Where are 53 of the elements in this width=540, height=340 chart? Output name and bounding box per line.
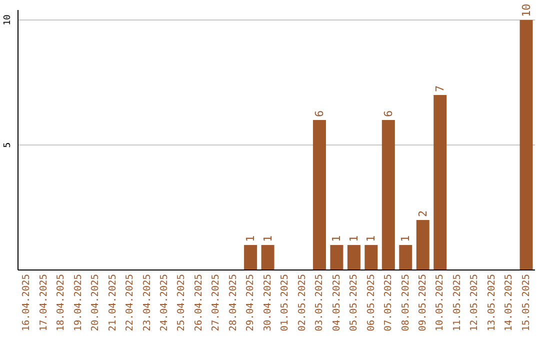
x-tick-label: 09.05.2025	[417, 274, 428, 332]
data-label: 6	[312, 110, 326, 117]
x-tick-label: 26.04.2025	[193, 274, 204, 332]
data-label: 1	[244, 235, 258, 242]
x-tick-label: 20.04.2025	[90, 274, 102, 332]
x-tick-label: 13.05.2025	[486, 274, 498, 332]
bar	[312, 120, 326, 270]
x-tick-label: 06.05.2025	[366, 274, 377, 332]
x-tick-label: 22.04.2025	[124, 274, 136, 332]
bar	[399, 245, 412, 270]
bar	[434, 95, 447, 270]
x-tick-label: 29.04.2025	[245, 274, 256, 332]
data-label: 1	[330, 235, 344, 242]
x-tick-label: 30.04.2025	[262, 274, 274, 332]
y-tick-label: 5	[3, 142, 13, 148]
x-tick-label: 07.05.2025	[383, 274, 394, 332]
bar	[382, 120, 395, 270]
data-label: 6	[382, 110, 395, 117]
x-tick-label: 19.04.2025	[72, 274, 84, 332]
x-tick-label: 15.05.2025	[520, 274, 532, 332]
bar	[244, 245, 258, 270]
bar	[364, 245, 378, 270]
x-tick-label: 01.05.2025	[280, 274, 291, 332]
x-tick-label: 28.04.2025	[228, 274, 239, 332]
data-label: 1	[261, 235, 274, 242]
data-label: 1	[347, 235, 360, 242]
x-tick-label: 25.04.2025	[176, 274, 188, 332]
x-tick-label: 14.05.2025	[504, 274, 515, 332]
data-label: 10	[520, 4, 533, 17]
x-tick-label: 18.04.2025	[56, 274, 67, 332]
bar	[520, 20, 533, 270]
x-tick-label: 04.05.2025	[331, 274, 342, 332]
data-label: 1	[399, 235, 412, 242]
x-tick-label: 21.04.2025	[107, 274, 118, 332]
x-tick-label: 16.04.2025	[21, 274, 32, 332]
bar	[416, 220, 430, 270]
bar	[347, 245, 360, 270]
data-label: 1	[364, 235, 378, 242]
x-tick-label: 10.05.2025	[434, 274, 446, 332]
data-label: 2	[416, 210, 430, 217]
bar	[330, 245, 344, 270]
x-tick-label: 08.05.2025	[400, 274, 412, 332]
x-tick-label: 27.04.2025	[210, 274, 222, 332]
x-tick-label: 23.04.2025	[142, 274, 153, 332]
x-tick-label: 24.04.2025	[158, 274, 170, 332]
data-label: 7	[434, 85, 447, 92]
x-tick-label: 11.05.2025	[452, 274, 463, 332]
x-tick-label: 05.05.2025	[348, 274, 360, 332]
x-tick-label: 03.05.2025	[314, 274, 326, 332]
x-tick-label: 12.05.2025	[469, 274, 480, 332]
x-tick-label: 17.04.2025	[38, 274, 50, 332]
x-tick-label: 02.05.2025	[296, 274, 308, 332]
bar	[261, 245, 274, 270]
